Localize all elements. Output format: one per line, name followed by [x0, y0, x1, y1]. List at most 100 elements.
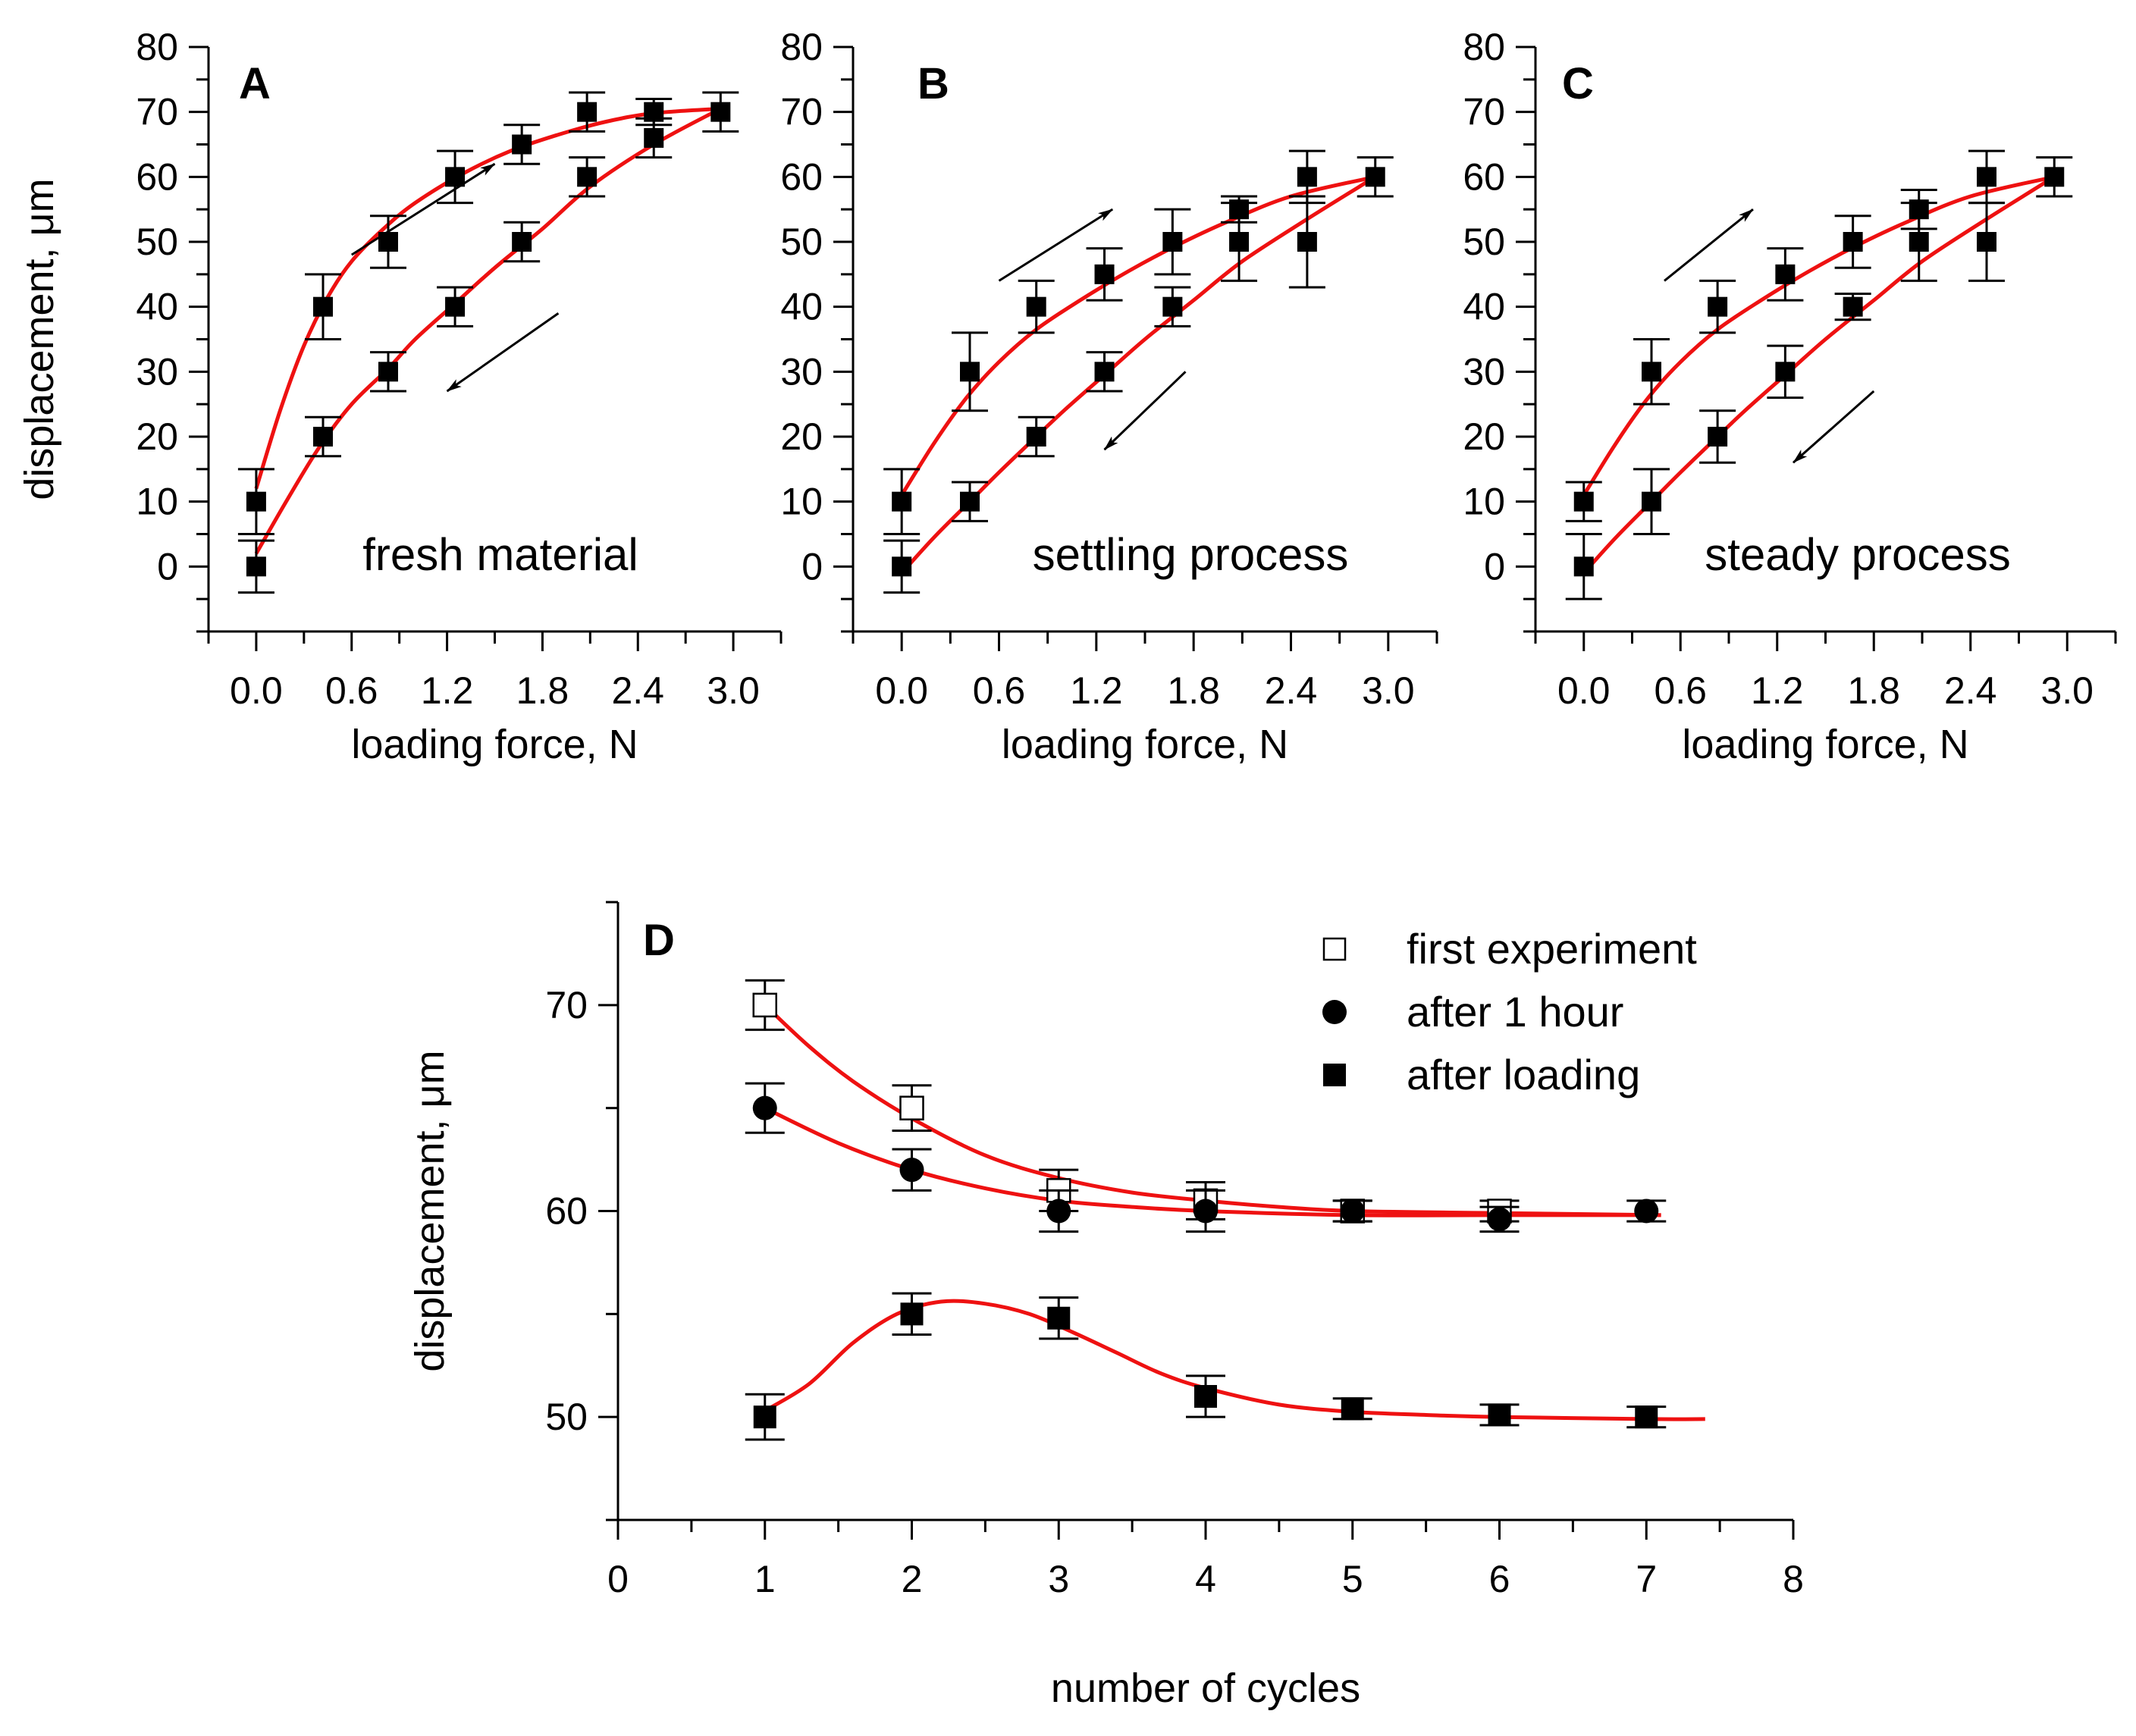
data-point-square [246, 556, 266, 577]
y-tick-label: 30 [136, 350, 178, 393]
x-tick-label: 0.6 [325, 669, 378, 712]
fit-curve-loading [900, 174, 1376, 497]
panel-label: B [917, 59, 949, 108]
fit-curve-loading [254, 106, 721, 490]
y-tick-label: 60 [780, 155, 823, 198]
fit-curve-after-1-hour [764, 1106, 1661, 1217]
y-tick-label: 60 [136, 155, 178, 198]
x-tick-label: 6 [1489, 1558, 1510, 1600]
data-point-square [1708, 427, 1728, 447]
y-tick-label: 30 [780, 350, 823, 393]
data-point-open-square [752, 992, 777, 1018]
legend-label: first experiment [1407, 925, 1697, 973]
y-tick-label: 80 [780, 26, 823, 68]
x-tick-label: 2.4 [1265, 669, 1318, 712]
data-point-circle [899, 1158, 924, 1183]
x-tick-label: 4 [1195, 1558, 1216, 1600]
data-point-square [1708, 296, 1728, 317]
x-tick-label: 1.2 [1070, 669, 1123, 712]
data-point-square [1642, 491, 1661, 512]
y-tick-label: 40 [780, 286, 823, 328]
direction-arrow [998, 208, 1114, 282]
y-tick-label: 50 [136, 221, 178, 263]
data-point-square [512, 134, 532, 155]
y-tick-label: 50 [545, 1396, 588, 1438]
data-point-square [892, 491, 912, 512]
data-point-square [892, 556, 912, 577]
x-tick-label: 1 [754, 1558, 776, 1600]
x-axis-title: loading force, N [1682, 722, 1968, 767]
direction-arrow [350, 162, 496, 256]
data-point-square [900, 1302, 924, 1326]
x-tick-label: 1.8 [1847, 669, 1900, 712]
y-tick-label: 70 [136, 91, 178, 133]
data-point-square [1094, 362, 1115, 382]
data-point-square [1365, 167, 1385, 187]
y-tick-label: 0 [801, 545, 823, 588]
legend-marker-open-square [1322, 937, 1347, 961]
data-point-circle [1340, 1199, 1365, 1224]
data-point-square [1162, 296, 1183, 317]
data-point-square [378, 362, 398, 382]
y-tick-label: 30 [1463, 350, 1505, 393]
legend-label: after 1 hour [1407, 988, 1623, 1036]
y-axis-title: displacement, μm [407, 1050, 453, 1371]
y-tick-label: 70 [1463, 91, 1505, 133]
data-point-square [1977, 167, 1996, 187]
data-point-circle [752, 1095, 777, 1120]
data-point-square [1194, 1385, 1217, 1408]
x-tick-label: 0 [607, 1558, 629, 1600]
y-tick-label: 10 [136, 481, 178, 523]
y-tick-label: 20 [136, 415, 178, 458]
y-tick-label: 40 [136, 286, 178, 328]
data-point-square [960, 491, 980, 512]
panel-label: C [1562, 59, 1594, 108]
x-axis-title: number of cycles [1051, 1665, 1360, 1711]
y-tick-label: 10 [1463, 481, 1505, 523]
data-point-circle [1487, 1207, 1512, 1232]
x-tick-label: 0.0 [230, 669, 283, 712]
chart-panel-c: 0 10 20 30 40 50 60 70 80 0.0 0.6 1.2 1.8 2.4 3.0 loadi… [1463, 26, 2117, 767]
data-point-square [313, 296, 333, 317]
x-tick-label: 1.8 [516, 669, 569, 712]
data-point-square [710, 102, 731, 122]
data-point-open-square [899, 1095, 924, 1120]
y-tick-label: 60 [1463, 155, 1505, 198]
data-point-square [1843, 296, 1863, 317]
y-tick-label: 0 [157, 545, 178, 588]
data-point-square [753, 1405, 776, 1429]
data-point-square [577, 102, 598, 122]
x-tick-label: 1.2 [421, 669, 474, 712]
data-point-square [313, 427, 333, 447]
data-point-square [1488, 1403, 1511, 1427]
chart-panel-a: 0 10 20 30 40 50 60 70 80 0.0 0.6 1.2 1.8 2.4 3.0 loadi… [17, 26, 783, 767]
x-axis-title: loading force, N [1002, 722, 1288, 767]
data-point-square [1909, 232, 1929, 252]
y-tick-label: 60 [545, 1190, 588, 1233]
x-tick-label: 8 [1783, 1558, 1804, 1600]
data-point-square [1977, 232, 1996, 252]
data-point-square [1297, 232, 1317, 252]
x-tick-label: 0.6 [1654, 669, 1707, 712]
fit-curve-after-loading [764, 1299, 1705, 1421]
data-point-square [1775, 362, 1796, 382]
y-tick-label: 50 [1463, 221, 1505, 263]
fit-curve-first-experiment [764, 1003, 1661, 1217]
y-tick-label: 80 [1463, 26, 1505, 68]
panel-annotation: steady process [1705, 529, 2011, 580]
panel-annotation: settling process [1033, 529, 1349, 580]
y-tick-label: 50 [780, 221, 823, 263]
data-point-square [1047, 1306, 1071, 1330]
fit-curve-unloading [254, 107, 722, 555]
x-tick-label: 3.0 [2040, 669, 2094, 712]
x-axis-title: loading force, N [351, 722, 638, 767]
panel-label: D [643, 916, 675, 965]
x-tick-label: 2 [902, 1558, 923, 1600]
data-point-circle [1046, 1199, 1071, 1224]
data-point-square [1026, 427, 1046, 447]
x-tick-label: 3 [1048, 1558, 1069, 1600]
data-point-square [1297, 167, 1317, 187]
y-tick-label: 70 [780, 91, 823, 133]
x-tick-label: 2.4 [611, 669, 664, 712]
